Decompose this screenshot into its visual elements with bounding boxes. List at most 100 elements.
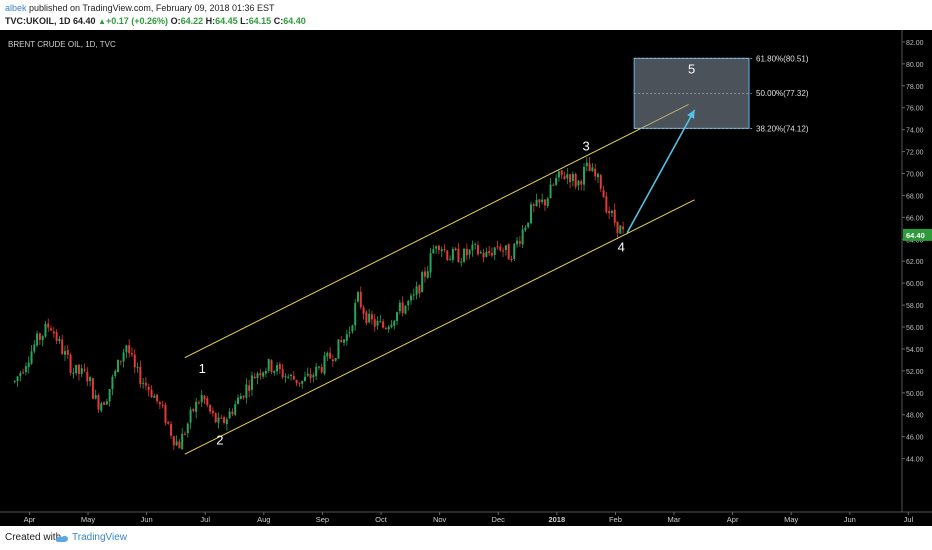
candle-body [437, 245, 440, 251]
channel-lower-line[interactable] [184, 199, 695, 455]
projection-arrow[interactable] [626, 109, 696, 234]
candle-body [521, 229, 524, 245]
candle-body [245, 384, 248, 398]
author-link[interactable]: albek [5, 3, 27, 13]
candle-body [535, 199, 538, 206]
candle-body [345, 334, 348, 341]
high-label: H: [205, 16, 216, 26]
wave-label: 2 [216, 432, 223, 447]
candle-body [111, 376, 114, 390]
candle-body [47, 323, 50, 328]
time-tick-label: Oct [375, 515, 388, 524]
price-chart[interactable]: BRENT CRUDE OIL, 1D, TVC 61.80%(80.51) 50… [0, 18, 932, 526]
tradingview-brand[interactable]: TradingView [72, 532, 128, 543]
candle-body [326, 353, 329, 357]
candle-body [407, 300, 410, 306]
price-tick-label: 60.00 [906, 281, 924, 288]
candle-body [334, 358, 337, 361]
candle-body [234, 404, 237, 415]
time-tick-label: Aug [257, 515, 270, 524]
candle-body [256, 373, 259, 378]
candle-body [259, 373, 262, 376]
low-value: 64.15 [248, 16, 272, 26]
candle-body [560, 170, 563, 176]
candle-body [423, 271, 426, 277]
candle-body [530, 204, 533, 224]
candle-body [147, 386, 150, 391]
candle-body [262, 372, 265, 377]
candle-body [518, 241, 521, 244]
candle-body [172, 436, 175, 446]
candle-body [390, 324, 393, 328]
candle-body [468, 249, 471, 255]
candle-body [527, 222, 530, 228]
open-label: O: [170, 16, 181, 26]
candle-body [100, 403, 103, 411]
candle-body [396, 312, 399, 322]
candle-body [479, 252, 482, 254]
candle-body [61, 339, 64, 355]
candle-body [200, 395, 203, 403]
time-tick-label: Sep [316, 515, 329, 524]
candle-body [203, 395, 206, 400]
last-price-tag [903, 228, 932, 241]
footer: Created with TradingView [0, 526, 932, 550]
candle-body [610, 211, 613, 214]
candle-body [130, 353, 133, 355]
price-tick-label: 54.00 [906, 347, 924, 354]
candle-body [504, 245, 507, 251]
chart-area[interactable]: BRENT CRUDE OIL, 1D, TVC 61.80%(80.51) 50… [0, 18, 932, 526]
candle-body [591, 167, 594, 172]
candle-body [499, 246, 502, 251]
chart-title: BRENT CRUDE OIL, 1D, TVC [8, 40, 116, 49]
candle-body [359, 291, 362, 308]
candle-body [239, 396, 242, 400]
candle-body [19, 372, 22, 377]
candle-body [225, 419, 228, 425]
candle-body [125, 345, 128, 353]
candle-body [435, 246, 438, 249]
candle-body [136, 366, 139, 368]
tradingview-logo-icon[interactable] [55, 532, 69, 544]
time-tick-label: May [784, 515, 798, 524]
candle-body [454, 248, 457, 251]
price-tick-label: 52.00 [906, 369, 924, 376]
candle-body [482, 252, 485, 258]
candle-body [301, 380, 304, 384]
candle-body [248, 385, 251, 391]
candle-body [323, 355, 326, 374]
projection-arrow-head [687, 109, 695, 119]
candle-body [566, 174, 569, 179]
candle-body [156, 394, 159, 402]
channel-upper-line[interactable] [184, 103, 689, 359]
candle-body [250, 375, 253, 390]
candle-body [602, 190, 605, 198]
candle-body [465, 248, 468, 256]
published-text: published on TradingView.com, February 0… [26, 3, 275, 13]
candle-body [303, 376, 306, 382]
candle-body [281, 369, 284, 378]
candle-body [552, 184, 555, 186]
candle-body [192, 408, 195, 411]
candle-body [440, 249, 443, 252]
candle-body [276, 365, 279, 372]
candle-body [77, 364, 80, 374]
fib-level-label: 50.00%(77.32) [756, 89, 809, 98]
publish-line: albek published on TradingView.com, Febr… [5, 3, 275, 14]
candle-body [460, 261, 463, 263]
candle-body [412, 294, 415, 296]
candle-body [220, 417, 223, 419]
candle-body [273, 370, 276, 374]
candle-body [97, 395, 100, 410]
ohlc-line: TVC:UKOIL, 1D 64.40 ▲+0.17 (+0.26%) O:64… [5, 16, 306, 27]
candle-body [306, 373, 309, 376]
price-tick-label: 82.00 [906, 40, 924, 47]
candle-body [228, 411, 231, 419]
candle-body [368, 313, 371, 323]
time-tick-label: 2018 [548, 515, 565, 524]
candle-body [619, 225, 622, 234]
candle-body [362, 307, 365, 314]
candle-body [410, 295, 413, 301]
candle-body [443, 249, 446, 251]
candle-body [33, 344, 36, 352]
